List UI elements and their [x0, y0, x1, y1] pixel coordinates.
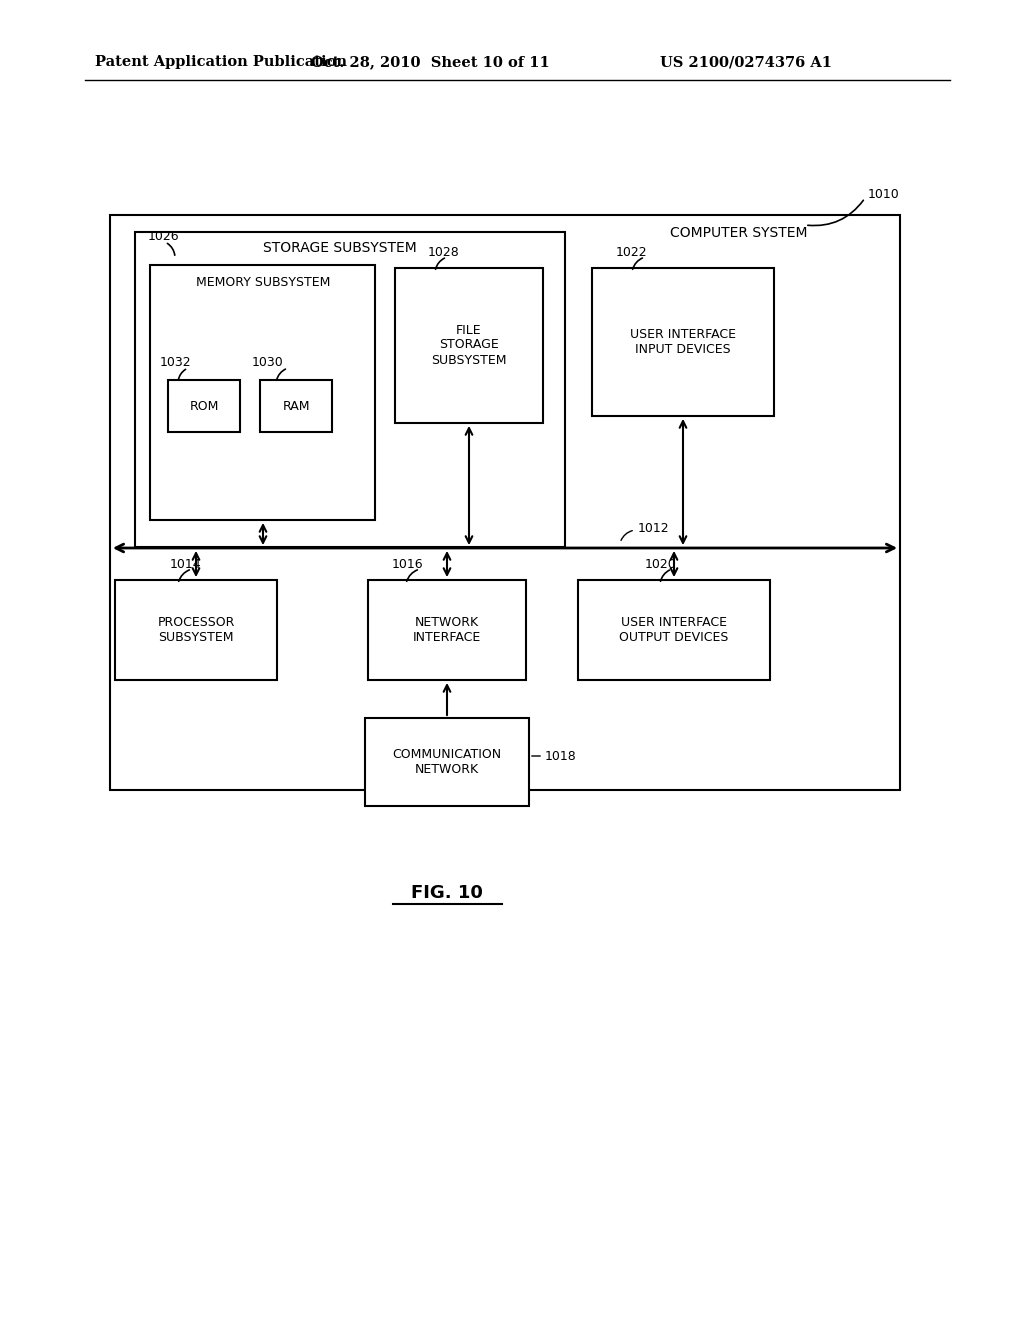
Text: PROCESSOR
SUBSYSTEM: PROCESSOR SUBSYSTEM — [158, 616, 234, 644]
Text: MEMORY SUBSYSTEM: MEMORY SUBSYSTEM — [196, 276, 330, 289]
Text: 1018: 1018 — [545, 750, 577, 763]
Text: 1030: 1030 — [252, 355, 284, 368]
Bar — [110, 215, 900, 789]
Text: US 2100/0274376 A1: US 2100/0274376 A1 — [660, 55, 831, 69]
Text: STORAGE SUBSYSTEM: STORAGE SUBSYSTEM — [263, 242, 417, 255]
Text: 1026: 1026 — [148, 230, 179, 243]
Text: USER INTERFACE
OUTPUT DEVICES: USER INTERFACE OUTPUT DEVICES — [620, 616, 729, 644]
Bar — [168, 380, 240, 432]
Text: 1014: 1014 — [170, 557, 202, 570]
Bar — [260, 380, 332, 432]
Bar — [395, 268, 543, 422]
Text: COMMUNICATION
NETWORK: COMMUNICATION NETWORK — [392, 748, 502, 776]
Text: 1022: 1022 — [616, 246, 647, 259]
Bar — [115, 579, 278, 680]
Text: 1010: 1010 — [868, 189, 900, 202]
Bar — [150, 265, 375, 520]
Text: COMPUTER SYSTEM: COMPUTER SYSTEM — [670, 226, 808, 240]
Bar — [135, 232, 565, 546]
Text: 1020: 1020 — [645, 557, 677, 570]
Bar — [365, 718, 529, 807]
Text: FILE
STORAGE
SUBSYSTEM: FILE STORAGE SUBSYSTEM — [431, 323, 507, 367]
Text: 1028: 1028 — [428, 246, 460, 259]
Text: USER INTERFACE
INPUT DEVICES: USER INTERFACE INPUT DEVICES — [630, 327, 736, 356]
Bar — [368, 579, 526, 680]
Text: 1016: 1016 — [392, 557, 424, 570]
Text: Oct. 28, 2010  Sheet 10 of 11: Oct. 28, 2010 Sheet 10 of 11 — [310, 55, 549, 69]
Text: 1032: 1032 — [160, 356, 191, 370]
Bar — [578, 579, 770, 680]
Text: 1012: 1012 — [638, 521, 670, 535]
Text: Patent Application Publication: Patent Application Publication — [95, 55, 347, 69]
Text: RAM: RAM — [283, 400, 309, 412]
Text: NETWORK
INTERFACE: NETWORK INTERFACE — [413, 616, 481, 644]
Text: ROM: ROM — [189, 400, 219, 412]
Text: FIG. 10: FIG. 10 — [411, 884, 483, 902]
Bar — [592, 268, 774, 416]
